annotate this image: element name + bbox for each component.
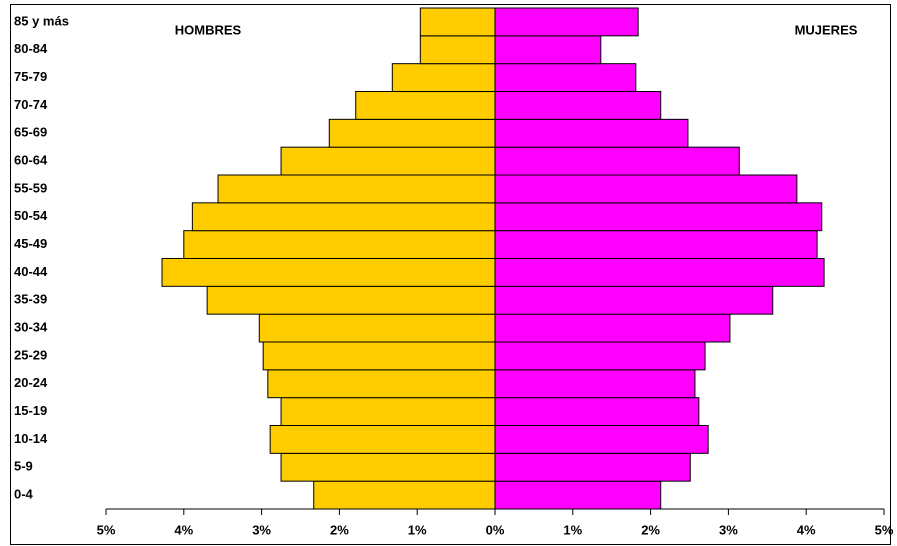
bar <box>494 174 798 204</box>
bar <box>494 146 740 176</box>
x-tick-label: 4% <box>174 522 193 537</box>
legend-label: MUJERES <box>795 22 858 37</box>
bar <box>494 480 662 510</box>
bar <box>280 146 496 176</box>
bar <box>183 230 496 260</box>
y-tick-label: 40-44 <box>14 264 48 279</box>
bar <box>262 341 496 371</box>
y-tick-label: 45-49 <box>14 236 47 251</box>
y-tick-label: 30-34 <box>14 320 48 335</box>
y-tick-label: 35-39 <box>14 292 47 307</box>
y-tick-label: 5-9 <box>14 459 33 474</box>
bar <box>494 341 706 371</box>
y-tick-label: 0-4 <box>14 487 34 502</box>
x-tick-label: 5% <box>97 522 116 537</box>
bar <box>206 285 496 315</box>
bar <box>494 369 696 399</box>
x-tick-label: 1% <box>408 522 427 537</box>
bar <box>494 91 662 120</box>
bar <box>494 7 639 37</box>
bar <box>494 452 691 482</box>
y-tick-label: 70-74 <box>14 97 48 112</box>
bar <box>269 425 496 454</box>
bar <box>161 258 496 287</box>
y-tick-label: 20-24 <box>14 375 48 390</box>
bar <box>494 425 709 454</box>
y-tick-label: 60-64 <box>14 153 48 168</box>
bar <box>280 397 496 426</box>
bar <box>355 91 496 120</box>
x-tick-label: 1% <box>563 522 582 537</box>
y-tick-label: 75-79 <box>14 69 47 84</box>
y-tick-label: 10-14 <box>14 431 48 446</box>
bar <box>328 118 496 148</box>
bar <box>419 35 496 65</box>
bar <box>391 63 496 93</box>
bar <box>313 480 496 510</box>
y-tick-label: 65-69 <box>14 125 47 140</box>
bar <box>494 230 818 260</box>
bar <box>217 174 496 204</box>
y-tick-label: 25-29 <box>14 347 47 362</box>
bar <box>494 258 825 287</box>
x-tick-label: 2% <box>641 522 660 537</box>
bar <box>267 369 496 399</box>
y-tick-label: 55-59 <box>14 180 47 195</box>
y-tick-label: 85 y más <box>14 13 69 28</box>
x-tick-label: 4% <box>797 522 816 537</box>
bar <box>419 7 496 37</box>
bar <box>280 452 496 482</box>
x-tick-label: 0% <box>486 522 505 537</box>
y-tick-label: 50-54 <box>14 208 48 223</box>
x-tick-label: 5% <box>875 522 894 537</box>
legend-label: HOMBRES <box>175 22 242 37</box>
chart-border <box>10 4 891 545</box>
x-tick-label: 3% <box>252 522 271 537</box>
bar <box>494 397 700 426</box>
bar <box>494 202 823 232</box>
y-tick-label: 15-19 <box>14 403 47 418</box>
bar <box>494 118 689 148</box>
bar <box>494 35 602 65</box>
bar <box>191 202 496 232</box>
bar <box>258 313 496 343</box>
bar <box>494 313 731 343</box>
bar <box>494 63 637 93</box>
x-tick-label: 3% <box>719 522 738 537</box>
bar <box>494 285 774 315</box>
y-tick-label: 80-84 <box>14 41 48 56</box>
x-tick-label: 2% <box>330 522 349 537</box>
